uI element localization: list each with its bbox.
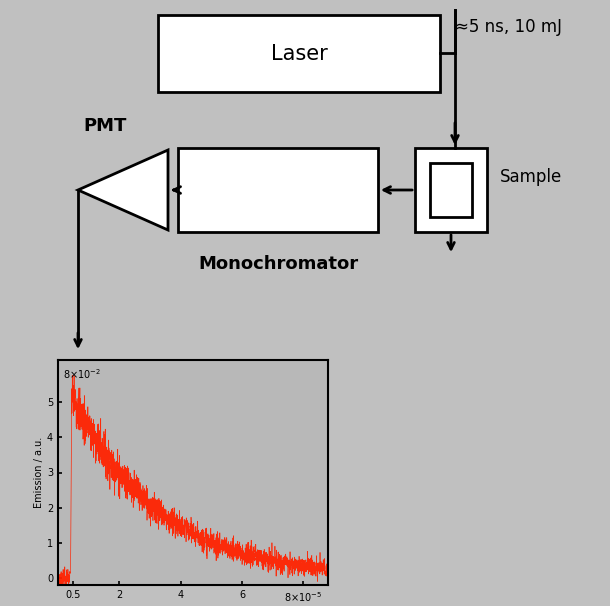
Text: 8$\times$10$^{-2}$: 8$\times$10$^{-2}$ [63, 367, 101, 381]
Y-axis label: Emission / a.u.: Emission / a.u. [34, 437, 44, 508]
Bar [430, 163, 472, 217]
Text: Laser: Laser [271, 44, 328, 64]
Text: Monochromator: Monochromator [198, 255, 358, 273]
Bar [178, 148, 378, 232]
Bar [415, 148, 487, 232]
Text: Sample: Sample [500, 168, 562, 186]
Text: ≈5 ns, 10 mJ: ≈5 ns, 10 mJ [455, 18, 562, 36]
Text: PMT: PMT [84, 117, 127, 135]
Bar [158, 15, 440, 92]
Polygon shape [78, 150, 168, 230]
